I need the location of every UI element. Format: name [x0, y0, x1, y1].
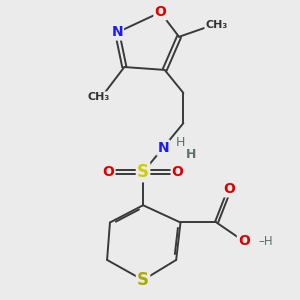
Text: S: S: [137, 271, 149, 289]
Text: O: O: [172, 165, 184, 179]
Text: O: O: [103, 165, 115, 179]
Text: N: N: [111, 26, 123, 40]
Text: H: H: [185, 148, 196, 161]
Text: O: O: [238, 234, 250, 248]
Text: CH₃: CH₃: [206, 20, 228, 30]
Text: CH₃: CH₃: [87, 92, 110, 102]
Text: N: N: [158, 141, 169, 154]
Text: S: S: [137, 163, 149, 181]
Text: O: O: [224, 182, 236, 197]
Text: H: H: [176, 136, 185, 149]
Text: O: O: [154, 5, 166, 19]
Text: –H: –H: [258, 235, 273, 248]
